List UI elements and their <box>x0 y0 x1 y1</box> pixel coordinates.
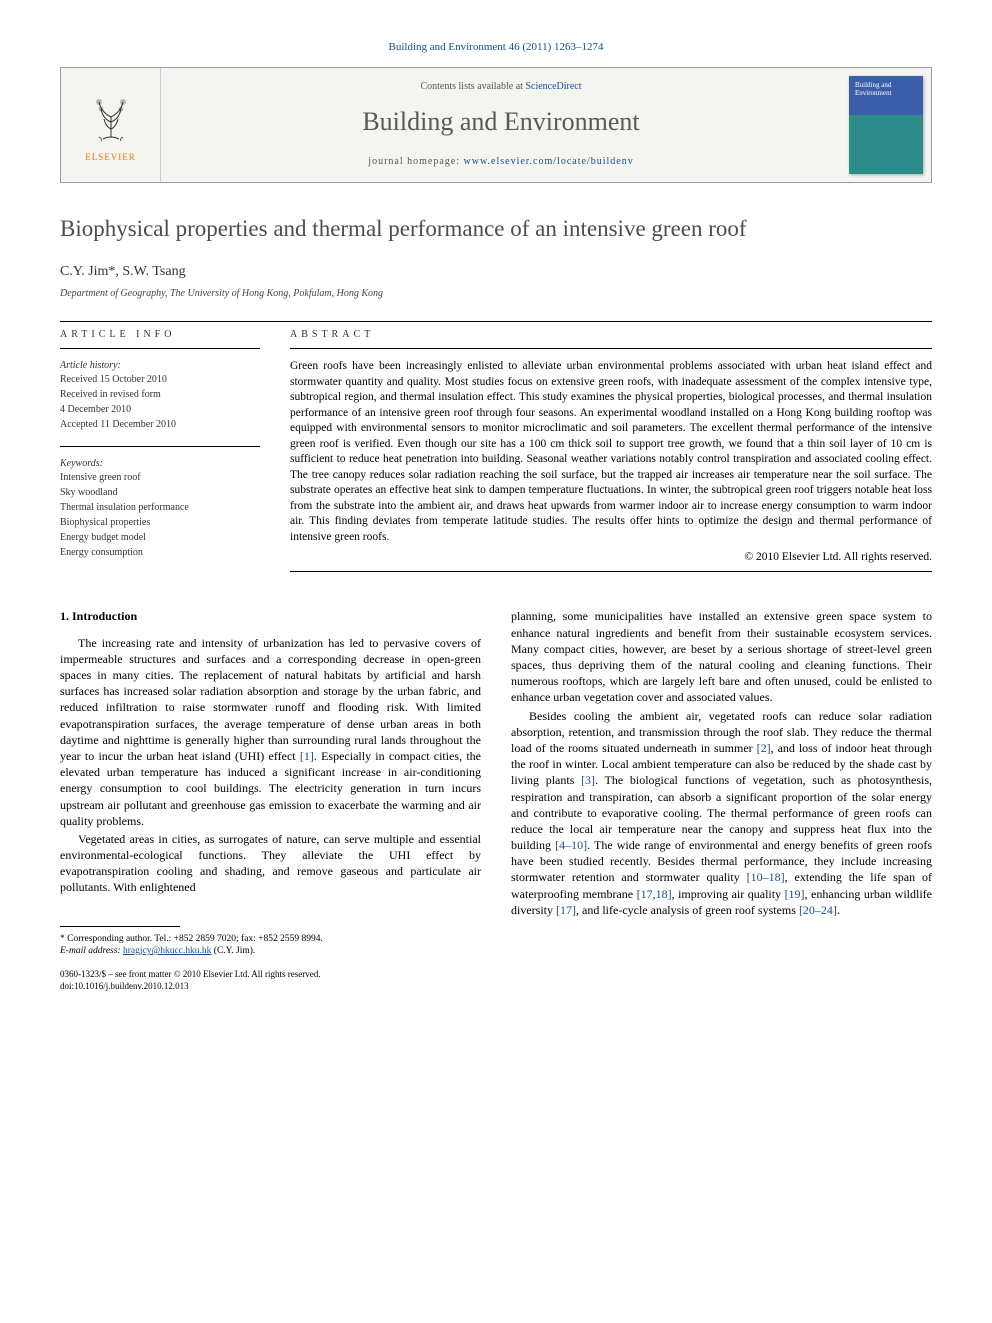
body-paragraph: Vegetated areas in cities, as surrogates… <box>60 831 481 896</box>
cover-title-text: Building and Environment <box>855 82 923 97</box>
publisher-logo-block: ELSEVIER <box>61 68 161 182</box>
elsevier-tree-icon <box>81 87 141 147</box>
rule-top <box>60 321 932 322</box>
body-paragraph: planning, some municipalities have insta… <box>511 608 932 705</box>
article-title: Biophysical properties and thermal perfo… <box>60 213 932 245</box>
cover-thumb-block: Building and Environment <box>841 68 931 182</box>
history-label: Article history: <box>60 359 260 373</box>
email-owner: (C.Y. Jim). <box>214 946 256 956</box>
keyword: Biophysical properties <box>60 516 260 530</box>
history-line: Received 15 October 2010 <box>60 373 260 387</box>
info-rule-1 <box>60 348 260 349</box>
keywords-block: Keywords: Intensive green roof Sky woodl… <box>60 457 260 560</box>
abstract-copyright: © 2010 Elsevier Ltd. All rights reserved… <box>290 549 932 565</box>
article-info-heading: ARTICLE INFO <box>60 328 260 342</box>
doi-line: doi:10.1016/j.buildenv.2010.12.013 <box>60 981 481 993</box>
abstract-text: Green roofs have been increasingly enlis… <box>290 359 932 545</box>
footnote-separator <box>60 926 180 927</box>
corresponding-author-footnote: * Corresponding author. Tel.: +852 2859 … <box>60 933 481 958</box>
homepage-prefix: journal homepage: <box>368 156 463 167</box>
sciencedirect-link[interactable]: ScienceDirect <box>525 81 581 92</box>
publisher-label: ELSEVIER <box>85 151 136 164</box>
homepage-line: journal homepage: www.elsevier.com/locat… <box>171 155 831 169</box>
front-matter-block: 0360-1323/$ – see front matter © 2010 El… <box>60 969 481 992</box>
intro-heading: 1. Introduction <box>60 608 481 624</box>
body-paragraph: The increasing rate and intensity of urb… <box>60 635 481 829</box>
abstract-rule-bottom <box>290 571 932 572</box>
keyword: Thermal insulation performance <box>60 501 260 515</box>
contents-lists-line: Contents lists available at ScienceDirec… <box>171 80 831 94</box>
body-paragraph: Besides cooling the ambient air, vegetat… <box>511 708 932 918</box>
citation-line: Building and Environment 46 (2011) 1263–… <box>60 40 932 55</box>
journal-name: Building and Environment <box>171 104 831 140</box>
body-two-columns: 1. Introduction The increasing rate and … <box>60 608 932 992</box>
history-line: Accepted 11 December 2010 <box>60 418 260 432</box>
body-column-left: 1. Introduction The increasing rate and … <box>60 608 481 992</box>
keyword: Intensive green roof <box>60 471 260 485</box>
affiliation-line: Department of Geography, The University … <box>60 287 932 301</box>
keyword: Energy budget model <box>60 531 260 545</box>
keyword: Sky woodland <box>60 486 260 500</box>
banner-center: Contents lists available at ScienceDirec… <box>161 68 841 182</box>
homepage-link[interactable]: www.elsevier.com/locate/buildenv <box>464 156 634 167</box>
body-column-right: planning, some municipalities have insta… <box>511 608 932 992</box>
corr-author-line: * Corresponding author. Tel.: +852 2859 … <box>60 933 481 945</box>
history-block: Article history: Received 15 October 201… <box>60 359 260 432</box>
abstract-rule <box>290 348 932 349</box>
abstract-heading: ABSTRACT <box>290 328 932 342</box>
email-link[interactable]: hragjcy@hkucc.hku.hk <box>123 946 211 956</box>
authors-line: C.Y. Jim*, S.W. Tsang <box>60 262 932 282</box>
keyword: Energy consumption <box>60 546 260 560</box>
front-matter-line: 0360-1323/$ – see front matter © 2010 El… <box>60 969 481 981</box>
email-label: E-mail address: <box>60 946 121 956</box>
email-line: E-mail address: hragjcy@hkucc.hku.hk (C.… <box>60 945 481 957</box>
journal-cover-thumbnail: Building and Environment <box>849 76 923 174</box>
history-line: 4 December 2010 <box>60 403 260 417</box>
journal-banner: ELSEVIER Contents lists available at Sci… <box>60 67 932 183</box>
abstract-column: ABSTRACT Green roofs have been increasin… <box>290 328 932 578</box>
contents-prefix: Contents lists available at <box>420 81 525 92</box>
article-info-column: ARTICLE INFO Article history: Received 1… <box>60 328 260 578</box>
history-line: Received in revised form <box>60 388 260 402</box>
info-rule-2 <box>60 446 260 447</box>
keywords-label: Keywords: <box>60 457 260 471</box>
info-abstract-row: ARTICLE INFO Article history: Received 1… <box>60 328 932 578</box>
